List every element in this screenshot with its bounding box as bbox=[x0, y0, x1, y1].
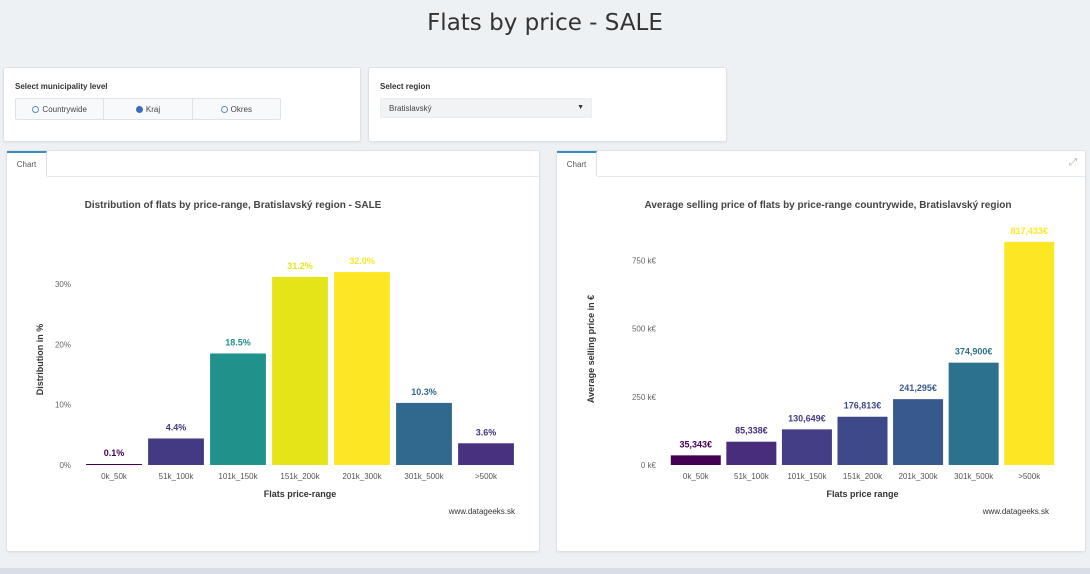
x-axis-title: Flats price-range bbox=[264, 489, 337, 499]
radio-circle-icon bbox=[220, 105, 228, 113]
bar-value-label: 4.4% bbox=[166, 422, 187, 432]
y-tick-label: 10% bbox=[55, 401, 71, 410]
radio-label: Kraj bbox=[145, 104, 161, 114]
bar bbox=[893, 399, 944, 465]
y-axis-title: Average selling price in € bbox=[586, 295, 596, 403]
radio-label: Okres bbox=[230, 104, 252, 114]
x-tick-label: 151k_200k bbox=[280, 472, 320, 481]
bar bbox=[148, 438, 204, 465]
x-tick-label: 101k_150k bbox=[218, 472, 258, 481]
avg-price-chart: Average selling price of flats by price-… bbox=[586, 200, 1055, 516]
bar bbox=[726, 441, 777, 465]
x-tick-label: 201k_300k bbox=[898, 472, 938, 481]
bar-value-label: 18.5% bbox=[225, 337, 251, 347]
expand-icon[interactable]: ⤢ bbox=[1069, 157, 1077, 168]
region-select[interactable]: Bratislavský ▼ bbox=[380, 98, 592, 118]
bar bbox=[948, 362, 999, 465]
bar-value-label: 241,295€ bbox=[899, 383, 937, 393]
bar bbox=[670, 455, 721, 465]
bar bbox=[396, 402, 452, 465]
region-select-value: Bratislavský bbox=[389, 104, 432, 113]
bar-value-label: 817,433€ bbox=[1010, 226, 1048, 236]
y-tick-label: 500 k€ bbox=[632, 325, 657, 334]
chart-title: Average selling price of flats by price-… bbox=[645, 200, 1012, 211]
bar bbox=[334, 272, 390, 465]
bar-value-label: 130,649€ bbox=[788, 413, 826, 423]
tab-chart[interactable]: Chart bbox=[7, 151, 47, 176]
radio-kraj[interactable]: Kraj bbox=[104, 99, 193, 119]
radio-circle-icon bbox=[32, 105, 40, 113]
bar bbox=[210, 353, 266, 465]
bar bbox=[458, 443, 514, 465]
bar bbox=[272, 276, 328, 465]
bottom-strip bbox=[0, 568, 1090, 574]
y-tick-label: 30% bbox=[55, 280, 71, 289]
bar-value-label: 31.2% bbox=[287, 261, 313, 271]
bar-value-label: 35,343€ bbox=[680, 439, 713, 449]
chart-title: Distribution of flats by price-range, Br… bbox=[85, 200, 382, 211]
radio-countrywide[interactable]: Countrywide bbox=[16, 99, 105, 119]
y-tick-label: 0% bbox=[59, 461, 71, 470]
x-tick-label: 301k_500k bbox=[404, 472, 444, 481]
right-chart-card: Chart ⤢ Average selling price of flats b… bbox=[556, 150, 1086, 552]
x-tick-label: 201k_300k bbox=[342, 472, 382, 481]
region-label: Select region bbox=[380, 82, 431, 91]
bar-value-label: 85,338€ bbox=[735, 426, 768, 436]
bar-value-label: 374,900€ bbox=[955, 347, 993, 357]
municipality-label: Select municipality level bbox=[15, 82, 108, 91]
x-tick-label: 51k_100k bbox=[159, 472, 195, 481]
bar bbox=[837, 416, 888, 465]
region-card: Select region Bratislavský ▼ bbox=[368, 67, 727, 142]
tab-underline bbox=[47, 176, 539, 177]
bar-value-label: 32.0% bbox=[349, 256, 375, 266]
y-tick-label: 20% bbox=[55, 340, 71, 349]
y-tick-label: 250 k€ bbox=[632, 393, 657, 402]
x-tick-label: 151k_200k bbox=[843, 472, 883, 481]
chart-caption: www.datageeks.sk bbox=[982, 507, 1050, 516]
x-axis-title: Flats price range bbox=[826, 489, 898, 499]
municipality-radio-group: Countrywide Kraj Okres bbox=[15, 98, 281, 120]
tab-underline bbox=[597, 176, 1085, 177]
page-title: Flats by price - SALE bbox=[427, 10, 663, 36]
x-tick-label: 0k_50k bbox=[683, 472, 710, 481]
x-tick-label: 301k_500k bbox=[954, 472, 994, 481]
y-axis-title: Distribution in % bbox=[35, 324, 45, 396]
bar bbox=[86, 464, 142, 465]
bar-value-label: 10.3% bbox=[411, 387, 437, 397]
chart-caption: www.datageeks.sk bbox=[448, 507, 516, 516]
bar-value-label: 176,813€ bbox=[844, 401, 882, 411]
distribution-chart: Distribution of flats by price-range, Br… bbox=[35, 200, 516, 516]
x-tick-label: 51k_100k bbox=[734, 472, 770, 481]
tab-chart[interactable]: Chart bbox=[557, 151, 597, 176]
bar-value-label: 0.1% bbox=[104, 448, 125, 458]
y-tick-label: 750 k€ bbox=[632, 256, 657, 265]
caret-down-icon: ▼ bbox=[577, 104, 584, 111]
x-tick-label: 101k_150k bbox=[787, 472, 827, 481]
bar bbox=[1004, 241, 1055, 465]
x-tick-label: 0k_50k bbox=[101, 472, 128, 481]
radio-okres[interactable]: Okres bbox=[193, 99, 280, 119]
radio-filled-circle-icon bbox=[135, 105, 143, 113]
x-tick-label: >500k bbox=[475, 472, 498, 481]
y-tick-label: 0 k€ bbox=[641, 461, 657, 470]
bar bbox=[781, 429, 832, 465]
municipality-card: Select municipality level Countrywide Kr… bbox=[3, 67, 361, 142]
left-chart-card: Chart Distribution of flats by price-ran… bbox=[6, 150, 540, 552]
radio-label: Countrywide bbox=[42, 104, 87, 114]
bar-value-label: 3.6% bbox=[476, 427, 497, 437]
x-tick-label: >500k bbox=[1018, 472, 1041, 481]
